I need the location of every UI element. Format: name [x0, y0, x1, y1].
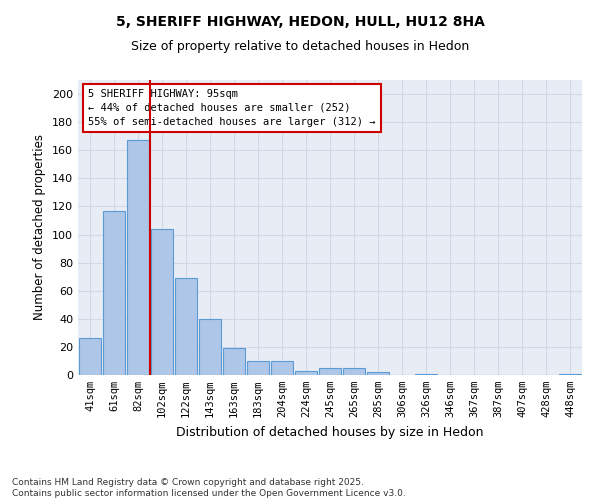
- Y-axis label: Number of detached properties: Number of detached properties: [34, 134, 46, 320]
- X-axis label: Distribution of detached houses by size in Hedon: Distribution of detached houses by size …: [176, 426, 484, 438]
- Bar: [79, 338, 101, 375]
- Bar: [151, 229, 173, 375]
- Bar: [343, 368, 365, 375]
- Bar: [271, 361, 293, 375]
- Bar: [415, 374, 437, 375]
- Text: 5, SHERIFF HIGHWAY, HEDON, HULL, HU12 8HA: 5, SHERIFF HIGHWAY, HEDON, HULL, HU12 8H…: [116, 15, 484, 29]
- Text: Contains HM Land Registry data © Crown copyright and database right 2025.
Contai: Contains HM Land Registry data © Crown c…: [12, 478, 406, 498]
- Bar: [559, 374, 581, 375]
- Bar: [103, 210, 125, 375]
- Text: 5 SHERIFF HIGHWAY: 95sqm
← 44% of detached houses are smaller (252)
55% of semi-: 5 SHERIFF HIGHWAY: 95sqm ← 44% of detach…: [88, 89, 376, 127]
- Bar: [127, 140, 149, 375]
- Bar: [223, 348, 245, 375]
- Bar: [247, 361, 269, 375]
- Bar: [295, 371, 317, 375]
- Bar: [199, 319, 221, 375]
- Bar: [175, 278, 197, 375]
- Text: Size of property relative to detached houses in Hedon: Size of property relative to detached ho…: [131, 40, 469, 53]
- Bar: [367, 372, 389, 375]
- Bar: [319, 368, 341, 375]
